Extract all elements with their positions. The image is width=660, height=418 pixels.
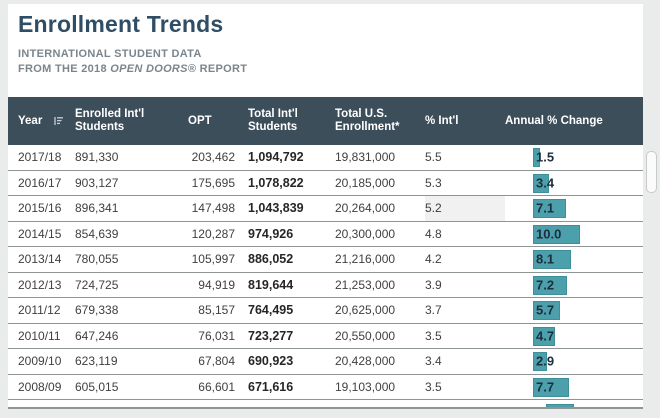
cell-pct-intl: 3.5: [425, 328, 442, 343]
cell-pct-intl: 3.9: [425, 277, 442, 292]
annual-change-bar[interactable]: [533, 148, 541, 167]
subtitle-line2: FROM THE 2018 OPEN DOORS® REPORT: [18, 63, 248, 75]
partial-row-bar: [546, 403, 574, 408]
cell-annual-change: 4.7: [505, 324, 643, 349]
column-header-opt[interactable]: OPT: [188, 114, 212, 127]
cell-pct-intl: 4.2: [425, 252, 442, 267]
annual-change-value: 2.9: [536, 353, 555, 369]
annual-change-bar[interactable]: [533, 352, 547, 371]
table-row[interactable]: 2015/16 896,341 147,498 1,043,839 20,264…: [8, 196, 643, 222]
cell-annual-change: 7.2: [505, 273, 643, 298]
page-subtitle: INTERNATIONAL STUDENT DATA FROM THE 2018…: [18, 47, 247, 77]
column-header-year[interactable]: Year: [18, 115, 75, 128]
table-row[interactable]: 2014/15 854,639 120,287 974,926 20,300,0…: [8, 221, 643, 247]
annual-change-bar[interactable]: [533, 199, 567, 218]
annual-change-bar[interactable]: [533, 250, 572, 269]
cell-pct-intl: 4.8: [425, 226, 442, 241]
cell-annual-change: 8.1: [505, 247, 643, 272]
cell-pct-intl: 3.4: [425, 354, 442, 369]
cell-annual-change: 10.0: [505, 222, 643, 247]
annual-change-value: 5.7: [536, 302, 555, 318]
scrollbar-thumb[interactable]: [646, 151, 657, 193]
annual-change-value: 7.2: [536, 277, 555, 293]
table-row[interactable]: 2011/12 679,338 85,157 764,495 20,625,00…: [8, 298, 643, 324]
cell-pct-intl: 5.3: [425, 175, 442, 190]
column-header-enrolled[interactable]: Enrolled Int'l Students: [75, 108, 145, 133]
table-body: 2017/18 891,330 203,462 1,094,792 19,831…: [8, 145, 643, 400]
cell-pct-intl: 3.5: [425, 379, 442, 394]
table-row[interactable]: 2017/18 891,330 203,462 1,094,792 19,831…: [8, 145, 643, 171]
table-header: Year Enrolled Int'l Students OPT Total I…: [8, 97, 643, 145]
page-title: Enrollment Trends: [18, 11, 224, 37]
cell-annual-change: 1.5: [505, 145, 643, 170]
annual-change-value: 10.0: [536, 226, 562, 242]
cell-pct-intl: 3.7: [425, 303, 442, 318]
cell-annual-change: 7.7: [505, 375, 643, 400]
cell-pct-intl: 5.5: [425, 150, 442, 165]
cell-pct-intl: 5.2: [425, 196, 505, 221]
annual-change-value: 7.7: [536, 379, 555, 395]
table-row[interactable]: 2008/09 605,015 66,601 671,616 19,103,00…: [8, 374, 643, 400]
table-row[interactable]: 2016/17 903,127 175,695 1,078,822 20,185…: [8, 170, 643, 196]
sort-icon[interactable]: [53, 115, 65, 127]
annual-change-value: 3.4: [536, 175, 555, 191]
subtitle-line1: INTERNATIONAL STUDENT DATA: [18, 48, 202, 60]
partial-row: [8, 400, 643, 409]
annual-change-value: 4.7: [536, 328, 555, 344]
cell-annual-change: 7.1: [505, 196, 643, 221]
annual-change-bar[interactable]: [533, 326, 556, 346]
column-header-annual-change[interactable]: Annual % Change: [505, 114, 603, 127]
annual-change-value: 1.5: [536, 149, 555, 165]
content-panel: Enrollment Trends INTERNATIONAL STUDENT …: [8, 4, 643, 409]
column-header-total-intl[interactable]: Total Int'l Students: [248, 108, 298, 133]
table-row[interactable]: 2009/10 623,119 67,804 690,923 20,428,00…: [8, 349, 643, 375]
annual-change-bar[interactable]: [533, 275, 567, 295]
annual-change-bar[interactable]: [533, 377, 570, 397]
table-row[interactable]: 2012/13 724,725 94,919 819,644 21,253,00…: [8, 272, 643, 298]
column-header-total-us[interactable]: Total U.S. Enrollment*: [335, 108, 400, 133]
cell-annual-change: 5.7: [505, 298, 643, 323]
annual-change-value: 7.1: [536, 200, 555, 216]
cell-annual-change: 2.9: [505, 349, 643, 374]
annual-change-value: 8.1: [536, 251, 555, 267]
annual-change-bar[interactable]: [533, 301, 560, 320]
table-row[interactable]: 2013/14 780,055 105,997 886,052 21,216,0…: [8, 247, 643, 273]
cell-annual-change: 3.4: [505, 171, 643, 196]
table-row[interactable]: 2010/11 647,246 76,031 723,277 20,550,00…: [8, 323, 643, 349]
column-header-pct-intl[interactable]: % Int'l: [425, 114, 459, 127]
annual-change-bar[interactable]: [533, 173, 549, 193]
annual-change-bar[interactable]: [533, 224, 580, 244]
